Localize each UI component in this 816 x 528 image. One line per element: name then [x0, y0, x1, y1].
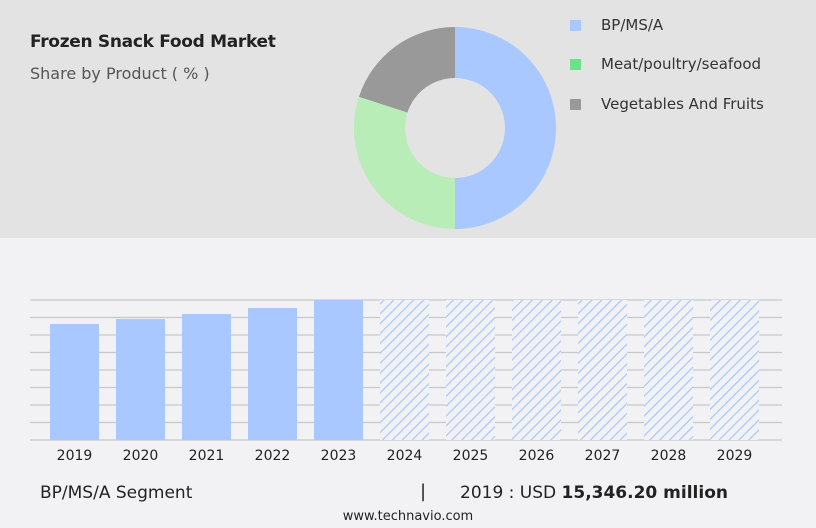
- donut-slice-0: [455, 27, 556, 229]
- legend-item-bpmsa: BP/MS/A: [570, 16, 663, 34]
- donut-chart: [353, 27, 556, 230]
- bar-2027: [578, 300, 627, 440]
- footer-separator: |: [420, 481, 427, 502]
- donut-slice-2: [358, 27, 455, 113]
- footer-segment: BP/MS/A Segment: [40, 483, 193, 503]
- x-tick-label: 2029: [717, 448, 753, 464]
- legend-item-vegetables: Vegetables And Fruits: [570, 95, 764, 113]
- source-url: www.technavio.com: [342, 509, 474, 524]
- bar-2025: [446, 300, 495, 440]
- x-tick-label: 2020: [123, 448, 159, 464]
- bar-chart: 2019 2020 2021 2022 2023 2024 2025 2026 2027 2028…: [30, 299, 782, 464]
- legend-swatch: [570, 58, 581, 70]
- bar-2020: [116, 319, 165, 440]
- x-tick-label: 2023: [321, 448, 357, 464]
- chart-title: Frozen Snack Food Market: [30, 32, 276, 52]
- footer-year: 2019 : USD: [460, 483, 557, 503]
- x-tick-label: 2019: [57, 448, 93, 464]
- donut-slice-1: [353, 96, 455, 230]
- bar-2022: [248, 308, 297, 440]
- legend-label: Meat/poultry/seafood: [601, 55, 762, 73]
- x-tick-label: 2021: [189, 448, 225, 464]
- x-tick-label: 2028: [651, 448, 687, 464]
- legend-label: BP/MS/A: [601, 16, 664, 34]
- x-tick-label: 2024: [387, 448, 423, 464]
- bar-2023: [314, 300, 363, 440]
- bar-2019: [50, 323, 99, 440]
- bar-2024: [380, 300, 429, 440]
- bar-2021: [182, 313, 231, 440]
- footer-amount: 15,346.20 million: [561, 483, 728, 503]
- x-tick-label: 2027: [585, 448, 621, 464]
- legend-swatch: [570, 98, 581, 110]
- footer-value: 2019 : USD 15,346.20 million: [460, 483, 728, 503]
- bar-2029: [710, 300, 759, 440]
- legend-item-meat: Meat/poultry/seafood: [570, 55, 761, 73]
- bar-2026: [512, 300, 561, 440]
- legend-swatch: [570, 19, 581, 31]
- x-tick-label: 2026: [519, 448, 555, 464]
- x-tick-label: 2025: [453, 448, 489, 464]
- legend-label: Vegetables And Fruits: [601, 95, 764, 113]
- x-tick-label: 2022: [255, 448, 291, 464]
- chart-subtitle: Share by Product ( % ): [30, 64, 210, 83]
- bar-2028: [644, 300, 693, 440]
